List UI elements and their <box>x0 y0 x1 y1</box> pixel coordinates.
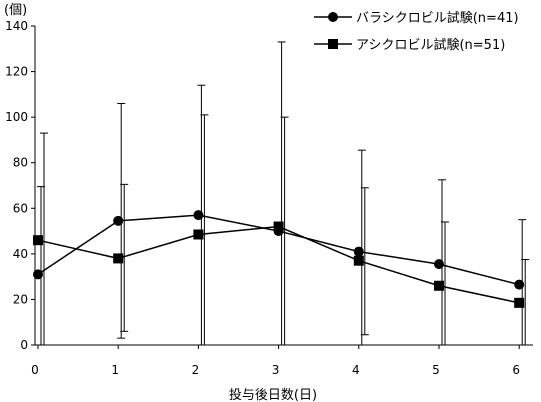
tick-labels: 0 20 40 60 80 100 120 140 0 1 2 3 4 5 6 <box>5 19 520 377</box>
x-tick-label: 4 <box>352 363 360 377</box>
x-tick-label: 6 <box>512 363 520 377</box>
x-tick-label: 2 <box>192 363 200 377</box>
legend-label: バラシクロビル試験(n=41) <box>356 10 519 26</box>
x-tick-label: 1 <box>111 363 119 377</box>
data-point-circle <box>514 279 525 290</box>
y-tick-label: 120 <box>5 65 28 79</box>
data-point-square <box>514 297 525 308</box>
data-point-circle <box>193 210 204 221</box>
axes <box>31 25 533 349</box>
legend-label: アシクロビル試験(n=51) <box>356 37 505 53</box>
data-point-square <box>33 235 43 246</box>
x-tick-label: 0 <box>31 363 39 377</box>
series-line <box>37 225 520 304</box>
data-point-square <box>434 280 444 291</box>
y-tick-label: 100 <box>5 110 28 124</box>
data-point-circle <box>33 269 43 280</box>
data-point-square <box>353 255 364 266</box>
data-point-circle <box>353 246 364 257</box>
error-bars <box>37 41 530 345</box>
y-tick-label: 140 <box>5 19 28 33</box>
legend-marker-square <box>328 39 338 49</box>
data-point-circle <box>434 259 444 270</box>
x-axis-label: 投与後日数(日) <box>229 387 317 402</box>
data-point-square <box>113 253 124 264</box>
y-tick-label: 20 <box>13 292 28 306</box>
x-tick-label: 5 <box>432 363 440 377</box>
y-tick-label: 80 <box>13 156 28 170</box>
data-point-circle <box>113 215 124 226</box>
legend: バラシクロビル試験(n=41) アシクロビル試験(n=51) <box>314 10 519 53</box>
x-tick-label: 3 <box>272 363 280 377</box>
y-tick-label: 40 <box>13 247 28 261</box>
y-tick-label: 60 <box>13 201 28 215</box>
y-tick-label: 0 <box>20 338 28 352</box>
data-point-square <box>193 229 204 240</box>
legend-marker-circle <box>328 12 338 22</box>
data-point-square <box>273 221 284 232</box>
y-axis-label: (個) <box>4 3 27 18</box>
series-markers <box>33 210 525 308</box>
